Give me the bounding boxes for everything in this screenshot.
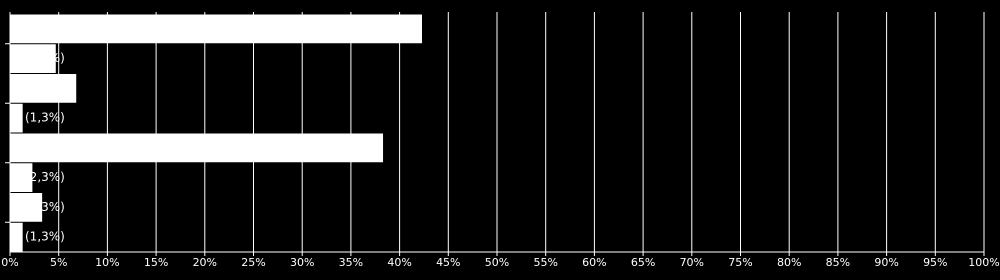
bar xyxy=(10,133,384,163)
x-tick-label: 95% xyxy=(923,256,947,269)
x-tick-label: 45% xyxy=(436,256,460,269)
x-tick-label: 5% xyxy=(50,256,67,269)
bar xyxy=(10,103,23,133)
x-tick-label: 90% xyxy=(874,256,898,269)
x-tick-label: 25% xyxy=(241,256,265,269)
bar xyxy=(10,163,33,192)
x-tick-label: 40% xyxy=(387,256,411,269)
x-tick-label: 65% xyxy=(631,256,655,269)
value-label: (2,3%) xyxy=(25,170,65,184)
bar xyxy=(10,193,43,222)
value-label: (1,3%) xyxy=(25,111,65,125)
value-label: (1,3%) xyxy=(25,230,65,244)
x-tick-label: 10% xyxy=(95,256,119,269)
x-tick-label: 50% xyxy=(485,256,509,269)
x-tick-label: 55% xyxy=(533,256,557,269)
bar xyxy=(10,222,23,252)
x-tick-label: 60% xyxy=(582,256,606,269)
x-tick-label: 15% xyxy=(144,256,168,269)
x-tick-label: 70% xyxy=(680,256,704,269)
x-tick-label: 0% xyxy=(1,256,18,269)
x-tick-label: 20% xyxy=(193,256,217,269)
x-tick-label: 30% xyxy=(290,256,314,269)
bar xyxy=(10,14,423,44)
bar xyxy=(10,74,77,103)
x-tick-label: 100% xyxy=(968,256,999,269)
x-tick-label: 35% xyxy=(339,256,363,269)
x-tick-label: 75% xyxy=(728,256,752,269)
x-tick-label: 80% xyxy=(777,256,801,269)
x-tick-label: 85% xyxy=(826,256,850,269)
bar xyxy=(10,44,56,73)
